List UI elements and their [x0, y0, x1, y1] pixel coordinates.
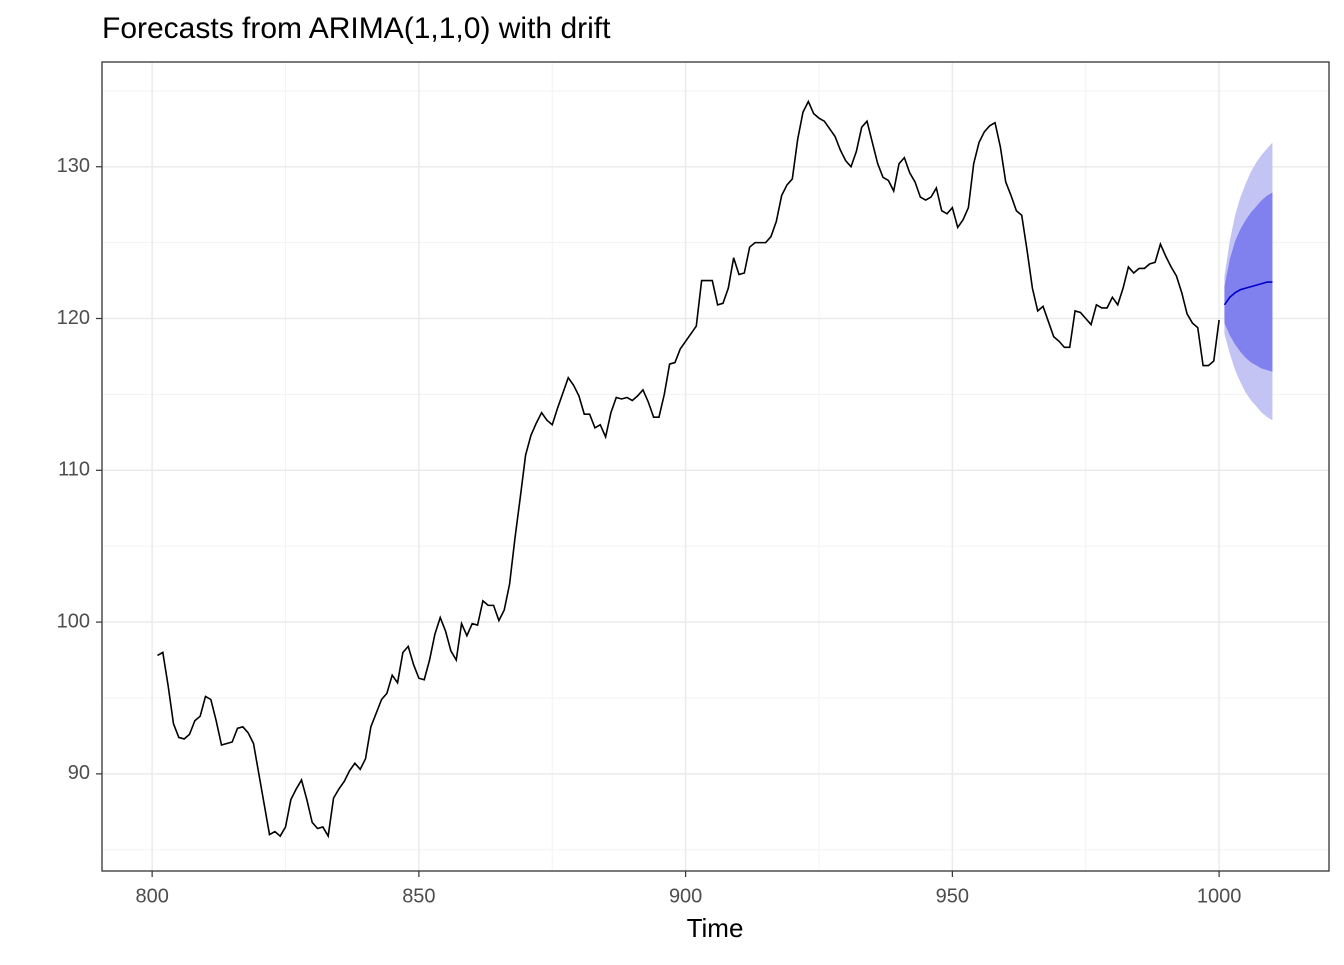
x-tick-label: 800	[135, 885, 168, 907]
y-tick-label: 130	[57, 155, 90, 177]
series-line	[157, 99, 1220, 839]
y-tick-label: 120	[57, 307, 90, 329]
x-tick-label: 950	[936, 885, 969, 907]
band-80	[1224, 192, 1273, 372]
y-tick-label: 90	[68, 762, 90, 784]
x-tick-label: 850	[402, 885, 435, 907]
forecast-line	[1223, 281, 1273, 306]
x-tick-label: 900	[669, 885, 702, 907]
y-tick-label: 110	[58, 459, 90, 481]
x-axis-label: Time	[687, 913, 744, 943]
x-tick-label: 1000	[1197, 885, 1242, 907]
y-tick-label: 100	[57, 610, 90, 632]
chart-title: Forecasts from ARIMA(1,1,0) with drift	[102, 12, 611, 45]
panel-border	[101, 61, 1330, 872]
